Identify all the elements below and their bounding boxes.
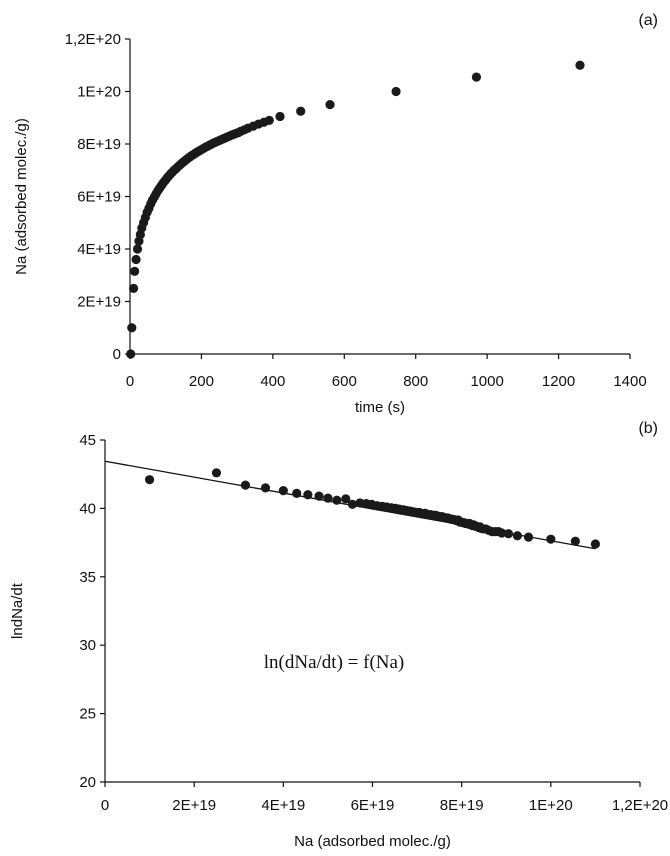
panel-b-label: (b) xyxy=(638,420,658,437)
x-tick-label: 8E+19 xyxy=(440,797,484,814)
data-point xyxy=(546,534,556,544)
data-point xyxy=(264,115,274,125)
x-tick-label: 4E+19 xyxy=(261,797,305,814)
y-tick-label: 20 xyxy=(79,774,96,791)
data-point xyxy=(292,488,302,498)
data-point xyxy=(575,60,585,70)
data-point xyxy=(497,528,507,538)
panel-b-points xyxy=(144,468,601,549)
data-point xyxy=(132,244,143,254)
x-tick-label: 800 xyxy=(403,373,428,390)
data-point xyxy=(325,100,335,110)
x-tick-label: 400 xyxy=(260,373,285,390)
panel-a-points xyxy=(126,60,585,359)
y-tick-label: 4E+19 xyxy=(77,241,121,258)
data-point xyxy=(275,111,285,122)
panel-a-axes xyxy=(129,39,630,355)
data-point xyxy=(126,349,136,359)
data-point xyxy=(332,495,342,505)
y-tick-label: 1E+20 xyxy=(77,84,121,101)
data-point xyxy=(278,486,288,496)
x-tick-label: 1E+20 xyxy=(529,797,573,814)
data-point xyxy=(512,531,522,541)
y-tick-label: 8E+19 xyxy=(77,136,121,153)
data-point xyxy=(128,283,139,293)
x-tick-label: 2E+19 xyxy=(172,797,216,814)
panel-a-chart: 0 2E+19 4E+19 6E+19 8E+19 1E+20 1,2E+20 0 200 400… xyxy=(13,12,658,416)
x-tick-label: 1400 xyxy=(613,373,646,390)
data-point xyxy=(570,536,580,546)
panel-b-equation-annotation: ln(dNa/dt) = f(Na) xyxy=(264,652,405,673)
x-tick-label: 1200 xyxy=(542,373,575,390)
data-point xyxy=(523,532,534,542)
panel-b-y-axis-title: lndNa/dt xyxy=(9,582,26,639)
data-point xyxy=(303,490,313,500)
x-tick-label: 6E+19 xyxy=(351,797,395,814)
data-point xyxy=(127,323,137,333)
y-tick-label: 45 xyxy=(79,432,96,449)
x-tick-label: 200 xyxy=(189,373,214,390)
data-point xyxy=(314,491,324,501)
panel-a-y-axis-title: Na (adsorbed molec./g) xyxy=(13,118,30,275)
x-tick-label: 600 xyxy=(332,373,357,390)
panel-b-x-axis-title: Na (adsorbed molec./g) xyxy=(294,833,451,850)
y-tick-label: 40 xyxy=(79,500,96,517)
data-point xyxy=(503,529,514,539)
y-tick-label: 35 xyxy=(79,569,96,586)
panel-b-chart: 20 25 30 35 40 45 0 2E+19 4E+19 6E+19 8E+19 1E+20 1,… xyxy=(9,420,668,850)
data-point xyxy=(296,106,306,116)
panel-b-ticks: 20 25 30 35 40 45 0 2E+19 4E+19 6E+19 8E+19 1E+20 1,… xyxy=(79,432,668,814)
data-point xyxy=(347,499,358,509)
data-point xyxy=(323,493,333,503)
data-point xyxy=(590,539,601,549)
data-point xyxy=(211,468,222,478)
x-tick-label: 1000 xyxy=(470,373,503,390)
y-tick-label: 6E+19 xyxy=(77,189,121,206)
panel-a-x-axis-title: time (s) xyxy=(355,399,405,416)
panel-b-axes xyxy=(104,440,640,783)
data-point xyxy=(471,72,482,82)
y-tick-label: 0 xyxy=(113,346,121,363)
y-tick-label: 25 xyxy=(79,706,96,723)
x-tick-label: 1,2E+20 xyxy=(612,797,668,814)
x-tick-label: 0 xyxy=(101,797,109,814)
data-point xyxy=(131,254,141,265)
y-tick-label: 2E+19 xyxy=(77,294,121,311)
x-tick-label: 0 xyxy=(126,373,134,390)
panel-a-ticks: 0 2E+19 4E+19 6E+19 8E+19 1E+20 1,2E+20 0 200 400… xyxy=(65,31,647,390)
data-point xyxy=(240,480,251,490)
data-point xyxy=(260,483,271,493)
data-point xyxy=(144,475,155,485)
y-tick-label: 30 xyxy=(79,637,96,654)
data-point xyxy=(130,266,140,276)
data-point xyxy=(391,86,401,97)
panel-a-label: (a) xyxy=(638,12,658,29)
data-point xyxy=(341,494,351,504)
y-tick-label: 1,2E+20 xyxy=(65,31,121,48)
